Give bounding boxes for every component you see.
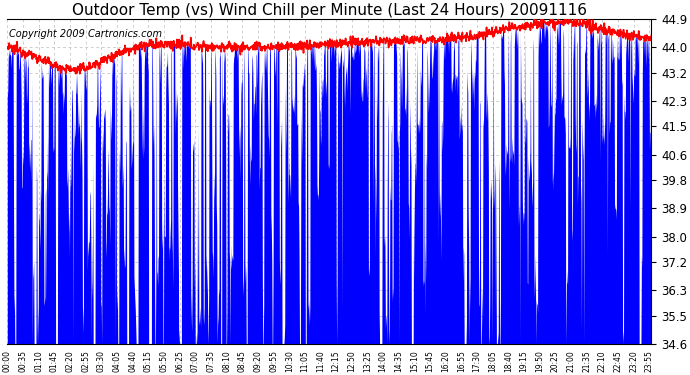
Title: Outdoor Temp (vs) Wind Chill per Minute (Last 24 Hours) 20091116: Outdoor Temp (vs) Wind Chill per Minute …: [72, 3, 586, 18]
Text: Copyright 2009 Cartronics.com: Copyright 2009 Cartronics.com: [9, 29, 162, 39]
